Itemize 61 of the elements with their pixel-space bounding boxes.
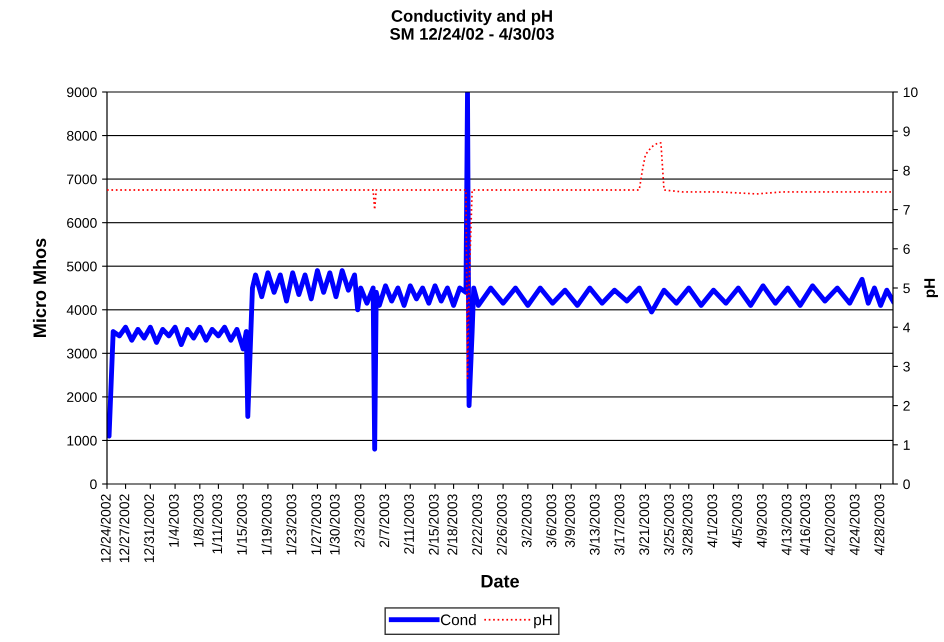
y-tick-label: 8000 — [66, 130, 97, 141]
x-tick-label: 4/9/2003 — [756, 494, 767, 548]
x-tick-label: 4/24/2003 — [849, 494, 860, 556]
legend-label: Cond — [440, 614, 476, 626]
x-tick-label: 2/26/2003 — [496, 494, 507, 555]
x-tick-label: 1/11/2003 — [212, 494, 222, 554]
y2-tick-label: 4 — [903, 322, 910, 332]
y-tick-label: 4000 — [66, 305, 97, 315]
y2-tick-label: 3 — [903, 362, 910, 372]
x-tick-label: 3/13/2003 — [589, 494, 600, 555]
x-tick-label: 2/15/2003 — [428, 494, 439, 555]
y-tick-label: 2000 — [67, 392, 97, 402]
y2-tick-label: 10 — [904, 87, 918, 98]
legend-label: pH — [534, 614, 552, 628]
y2-tick-label: 1 — [904, 440, 910, 450]
x-tick-label: 12/24/2002 — [100, 494, 111, 562]
y-tick-label: 5000 — [66, 262, 97, 272]
y2-tick-label: 8 — [903, 166, 910, 176]
y-tick-label: 6000 — [67, 218, 97, 228]
x-tick-label: 4/1/2003 — [707, 494, 718, 548]
x-tick-label: 2/22/2003 — [472, 494, 482, 555]
x-tick-label: 4/16/2003 — [800, 494, 810, 556]
y-tick-label: 0 — [90, 479, 97, 490]
x-tick-label: 1/27/2003 — [310, 494, 322, 554]
y2-axis-title: pH — [924, 278, 938, 298]
x-tick-label: 3/28/2003 — [682, 494, 692, 555]
x-tick-label: 1/19/2003 — [261, 494, 272, 554]
x-tick-label: 2/3/2003 — [354, 494, 364, 548]
x-tick-label: 3/21/2003 — [638, 494, 650, 555]
y-axis-title: Micro Mhos — [32, 238, 46, 337]
y-tick-label: 9000 — [67, 87, 97, 98]
y2-tick-label: 9 — [903, 126, 910, 136]
y2-tick-label: 6 — [903, 244, 910, 254]
x-tick-label: 4/5/2003 — [732, 494, 742, 548]
x-axis-title: Date — [482, 575, 519, 588]
x-tick-label: 3/9/2003 — [564, 494, 575, 548]
x-tick-label: 1/8/2003 — [193, 494, 204, 547]
x-tick-label: 3/25/2003 — [664, 494, 674, 555]
x-tick-label: 4/20/2003 — [824, 494, 835, 556]
x-tick-label: 1/15/2003 — [236, 494, 247, 554]
x-tick-label: 3/17/2003 — [614, 494, 624, 555]
x-tick-label: 1/30/2003 — [330, 494, 340, 554]
x-tick-label: 3/2/2003 — [521, 494, 532, 548]
chart-title: Conductivity and pH SM 12/24/02 - 4/30/03 — [390, 10, 554, 40]
x-tick-label: 1/4/2003 — [168, 494, 179, 547]
y2-tick-label: 0 — [903, 479, 910, 490]
y2-tick-label: 5 — [903, 283, 910, 294]
y2-tick-label: 2 — [903, 400, 910, 411]
y-tick-label: 7000 — [67, 174, 97, 184]
x-tick-label: 4/28/2003 — [874, 494, 884, 556]
y2-tick-label: 7 — [903, 205, 910, 215]
x-tick-label: 2/7/2003 — [379, 494, 390, 548]
x-tick-label: 12/31/2002 — [144, 494, 154, 562]
x-tick-label: 12/27/2002 — [119, 494, 130, 562]
x-tick-label: 2/18/2003 — [447, 494, 458, 555]
x-tick-label: 4/13/2003 — [781, 494, 792, 556]
x-tick-label: 3/6/2003 — [546, 494, 556, 548]
x-tick-label: 2/11/2003 — [404, 494, 414, 554]
y-tick-label: 1000 — [67, 436, 97, 446]
x-tick-label: 1/23/2003 — [286, 494, 296, 554]
y-tick-label: 3000 — [66, 348, 97, 359]
